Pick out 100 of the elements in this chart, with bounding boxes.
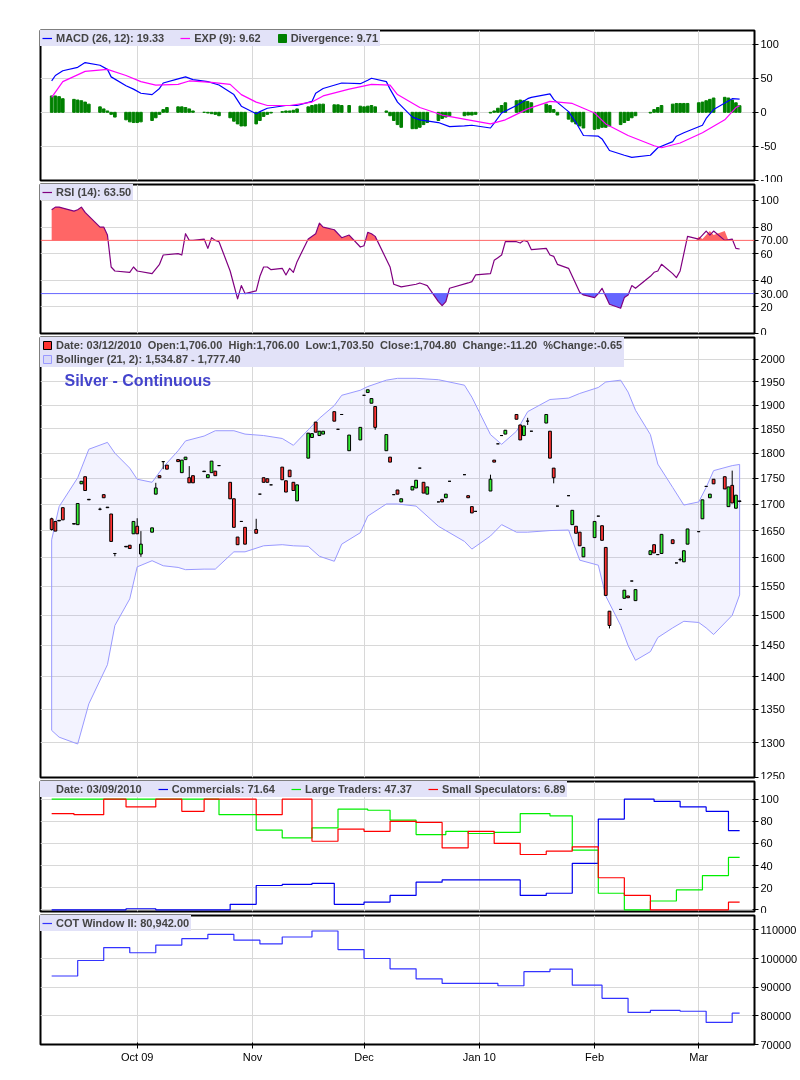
bar [399, 111, 404, 128]
bar [544, 103, 549, 113]
bar [347, 105, 351, 113]
bar [310, 105, 314, 113]
bar [180, 106, 184, 113]
bar [551, 109, 556, 113]
x-tick-label: Nov [242, 1050, 263, 1063]
y-tick-label: 40 [760, 274, 773, 287]
x-tick-label: Mar [689, 1050, 709, 1063]
ref-line-label: 30.00 [760, 287, 789, 300]
bar [291, 109, 296, 113]
y-tick-label: 2000 [760, 353, 785, 366]
legend-label: Large Traders: 47.37 [304, 783, 412, 795]
y-tick-label: 80 [760, 221, 773, 234]
bar [176, 106, 180, 113]
legend-label: RSI (14): 63.50 [56, 186, 132, 198]
bar [656, 107, 660, 113]
bar [462, 111, 467, 117]
y-tick-label: 1800 [760, 447, 785, 460]
y-tick-label: 0 [760, 106, 767, 119]
y-tick-label: 1650 [760, 524, 785, 537]
bar [317, 103, 322, 113]
line-series [51, 206, 741, 309]
bar [139, 111, 143, 123]
bar [447, 111, 452, 117]
y-tick-label: 60 [760, 247, 773, 260]
bar [391, 111, 396, 121]
bar [626, 111, 630, 121]
bar [682, 102, 686, 113]
bar [652, 109, 656, 113]
bar [410, 111, 415, 130]
y-tick-label: 90000 [760, 981, 792, 994]
bar [418, 111, 422, 128]
bar [153, 111, 158, 119]
bar [75, 99, 80, 113]
y-tick-label: 1850 [760, 422, 785, 435]
y-tick-label: 1450 [760, 639, 785, 652]
bar [555, 111, 560, 116]
bar [243, 111, 247, 127]
y-tick-label: 40 [760, 859, 773, 872]
bar [358, 105, 363, 113]
y-tick-label: 80000 [760, 1009, 792, 1022]
bar [737, 105, 742, 113]
candlestick [373, 405, 378, 431]
y-tick-label: 1600 [760, 551, 785, 564]
bar [135, 111, 139, 124]
bar [295, 108, 299, 113]
bar [496, 107, 500, 113]
bar [261, 111, 266, 117]
bar [187, 108, 192, 113]
y-tick-label: 0 [760, 325, 767, 338]
bar [57, 96, 61, 113]
bar [332, 104, 337, 113]
y-tick-label: 1350 [760, 703, 785, 716]
bar [61, 98, 65, 113]
legend-label: COT Window II: 80,942.00 [56, 917, 190, 929]
bar [213, 111, 218, 115]
bar [581, 111, 586, 129]
line-series [51, 61, 741, 158]
legend-label: MACD (26, 12): 19.33 [56, 32, 165, 44]
bar [339, 105, 344, 113]
legend-title: Date: 03/09/2010 [56, 783, 142, 795]
bar [700, 101, 705, 113]
bar [72, 98, 76, 113]
y-tick-label: 20 [760, 881, 773, 894]
bar [685, 102, 690, 113]
y-tick-label: -100 [760, 172, 783, 185]
bar [670, 103, 675, 113]
bar [150, 111, 154, 121]
bar [414, 111, 418, 130]
legend-label: Small Speculators: 6.89 [441, 783, 566, 795]
y-tick-label: 1550 [760, 580, 785, 593]
bar [157, 111, 162, 115]
y-tick-label: 50 [760, 72, 773, 85]
y-tick-label: 100 [760, 194, 779, 207]
bar [373, 106, 377, 113]
bar [362, 106, 366, 113]
y-tick-label: 1300 [760, 736, 785, 749]
bar [165, 107, 169, 113]
bar [313, 104, 318, 113]
bar [83, 101, 87, 113]
x-tick-label: Oct 09 [120, 1050, 154, 1063]
bar [708, 98, 712, 113]
bar [466, 111, 470, 116]
line-series [51, 68, 741, 149]
y-tick-label: 110000 [760, 923, 797, 936]
bar [113, 111, 117, 118]
bar [79, 100, 84, 113]
bar [265, 111, 270, 115]
bar [388, 111, 392, 117]
bar [473, 111, 478, 115]
bar [239, 111, 244, 127]
bar [87, 103, 91, 113]
bar [101, 108, 106, 113]
y-tick-label: 20 [760, 300, 773, 313]
bar [336, 104, 340, 113]
legend-label: Bollinger (21, 2): 1,534.87 - 1,777.40 [56, 353, 241, 365]
bar [306, 106, 311, 113]
text: Silver - Continuous [64, 371, 212, 389]
legend-label: Date: 03/12/2010 Open:1,706.00 High:1,706.00 Low:1,703.50 Close:1,704.80 Change:-11.20 %Change:-0.65 [56, 339, 623, 351]
